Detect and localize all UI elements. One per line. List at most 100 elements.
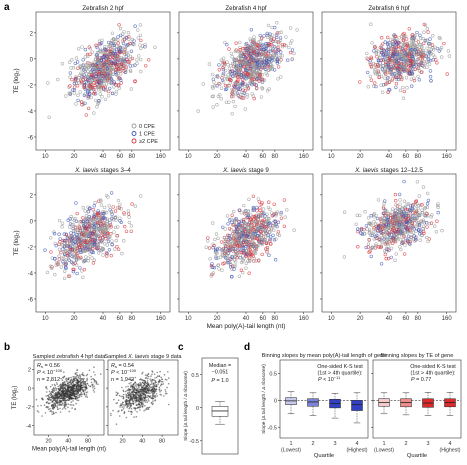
data-point <box>103 70 107 75</box>
data-point <box>248 66 253 71</box>
data-point <box>421 36 425 41</box>
data-point <box>118 45 122 50</box>
data-point <box>128 68 133 72</box>
data-point <box>37 411 40 413</box>
data-point <box>69 404 72 406</box>
data-point <box>221 80 226 84</box>
data-point <box>445 72 449 76</box>
data-point <box>269 53 273 57</box>
data-point <box>227 84 231 88</box>
data-point <box>91 261 96 265</box>
data-point <box>122 50 126 55</box>
data-point <box>255 62 260 66</box>
data-point <box>231 74 235 78</box>
data-point <box>64 401 67 404</box>
data-point <box>90 381 93 384</box>
data-point <box>58 389 61 392</box>
data-point <box>390 78 394 83</box>
data-point <box>276 65 281 69</box>
data-point <box>434 230 439 234</box>
data-point <box>238 48 242 52</box>
data-point <box>249 79 253 83</box>
data-point <box>249 52 253 56</box>
data-point <box>413 67 417 72</box>
data-point <box>252 35 256 39</box>
data-point <box>211 221 215 225</box>
data-point <box>408 41 412 45</box>
data-point <box>94 98 98 103</box>
x-tick-label: 160 <box>442 154 453 160</box>
data-point <box>372 84 376 88</box>
y-axis-label: TE (log₂) <box>12 386 18 410</box>
data-point <box>65 379 68 382</box>
data-point <box>53 390 55 392</box>
panel-title: Zebrafish 2 hpf <box>82 5 124 12</box>
data-point <box>86 396 88 398</box>
data-point <box>219 97 223 101</box>
data-point <box>228 78 233 82</box>
data-point <box>117 50 121 54</box>
data-point <box>402 252 407 256</box>
data-point <box>270 59 274 63</box>
data-point <box>387 80 391 84</box>
scatter-panel-5: X. laevis stages 12–12.510 20 40 60 80 160 <box>320 167 457 322</box>
data-point <box>93 371 95 373</box>
data-point <box>437 49 441 53</box>
data-point <box>66 390 69 393</box>
data-point <box>411 59 416 63</box>
data-point <box>282 224 287 228</box>
data-point <box>394 252 398 256</box>
data-point <box>376 198 381 202</box>
data-point <box>234 92 238 96</box>
data-point <box>74 201 78 205</box>
data-point <box>57 408 59 410</box>
x-tick-label: 40 <box>386 316 393 322</box>
data-point <box>231 99 236 104</box>
data-point <box>129 87 133 91</box>
data-point <box>409 77 413 81</box>
data-point <box>251 64 255 68</box>
data-point <box>260 65 264 70</box>
data-point <box>79 374 81 376</box>
data-point <box>383 252 387 257</box>
data-point <box>51 413 53 416</box>
y-tick-label: 0 <box>30 219 34 225</box>
data-point <box>369 254 373 259</box>
data-point <box>214 232 219 236</box>
data-point <box>74 375 76 378</box>
data-point <box>103 51 107 56</box>
data-point <box>84 113 88 117</box>
data-point <box>390 77 395 81</box>
data-point <box>136 36 140 40</box>
x-tick-label: 60 <box>117 316 124 322</box>
x-tick-label: 40 <box>100 316 107 322</box>
data-point <box>94 43 98 47</box>
data-point <box>82 386 84 389</box>
data-point <box>60 387 63 390</box>
data-point <box>76 382 79 385</box>
data-point <box>56 405 58 407</box>
data-point <box>279 75 283 79</box>
data-point <box>356 245 360 249</box>
data-point <box>389 246 394 250</box>
data-point <box>95 381 98 384</box>
data-point <box>278 36 283 40</box>
data-point <box>49 399 52 401</box>
data-point <box>386 90 390 94</box>
data-point <box>111 37 116 42</box>
y-tick-label: -4 <box>28 271 34 277</box>
data-point <box>270 58 275 62</box>
legend-label: 1 CPE <box>139 132 155 138</box>
data-point <box>72 382 75 385</box>
data-point <box>98 61 102 65</box>
data-point <box>116 38 120 42</box>
data-point <box>52 403 55 406</box>
data-point <box>57 218 62 223</box>
x-tick-label: 20 <box>357 316 364 322</box>
data-point <box>82 379 85 382</box>
data-point <box>56 399 58 401</box>
data-point <box>60 221 65 225</box>
data-point <box>111 51 115 55</box>
data-point <box>272 45 277 49</box>
data-point <box>60 385 62 388</box>
